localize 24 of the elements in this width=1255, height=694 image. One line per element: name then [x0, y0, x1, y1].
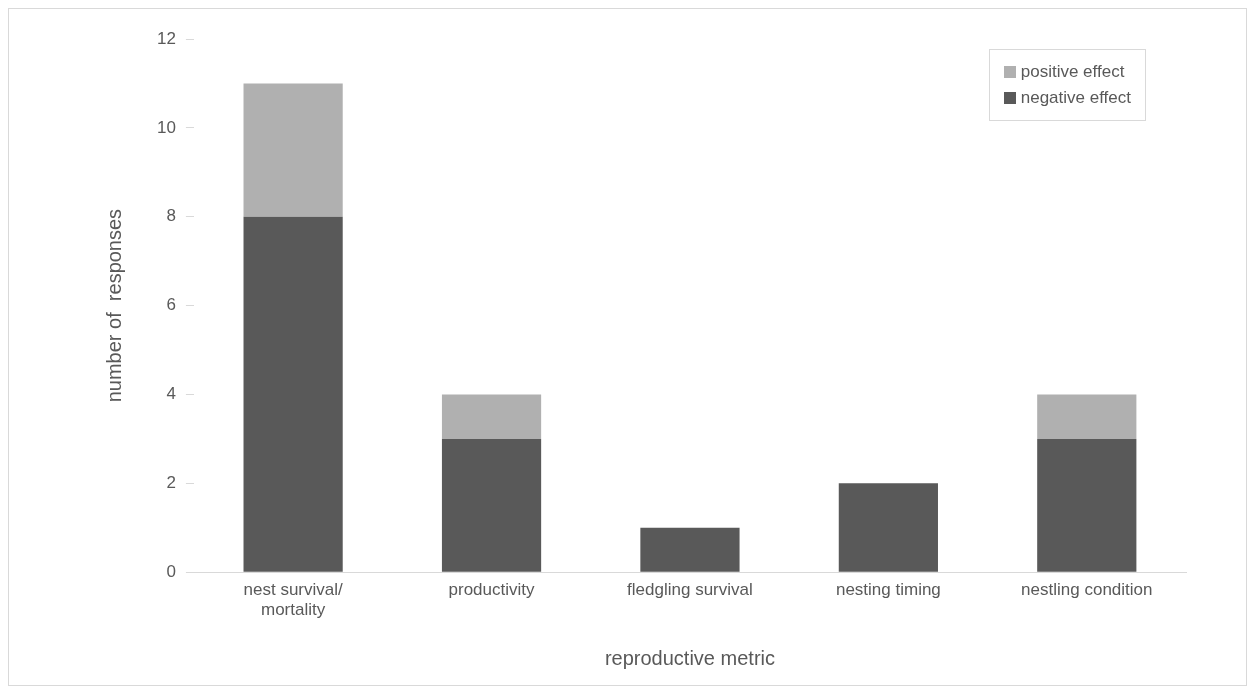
y-tick-label: 10	[156, 117, 176, 137]
bar	[441, 438, 542, 572]
legend-label: positive effect	[1020, 62, 1125, 82]
x-tick-label: nest survival/ mortality	[243, 580, 343, 620]
bar	[640, 527, 740, 572]
y-tick-label: 6	[166, 295, 176, 315]
bar	[1037, 394, 1137, 439]
x-tick-label: nesting timing	[835, 580, 941, 600]
bar	[838, 483, 938, 572]
y-tick-label: 12	[156, 28, 176, 48]
bar	[441, 394, 542, 439]
y-tick-label: 2	[166, 473, 176, 493]
x-axis-title: reproductive metric	[604, 646, 775, 669]
y-tick-label: 0	[166, 561, 176, 581]
bar	[243, 216, 343, 572]
y-axis-title: number of responses	[102, 208, 125, 403]
bar	[1037, 438, 1137, 572]
x-tick-label: productivity	[448, 580, 536, 600]
bar	[243, 83, 343, 217]
legend-label: negative effect	[1020, 88, 1131, 108]
x-tick-label: fledgling survival	[627, 580, 753, 600]
y-tick-label: 4	[166, 384, 176, 404]
x-tick-label: nestling condition	[1021, 580, 1153, 600]
y-tick-label: 8	[166, 206, 176, 226]
